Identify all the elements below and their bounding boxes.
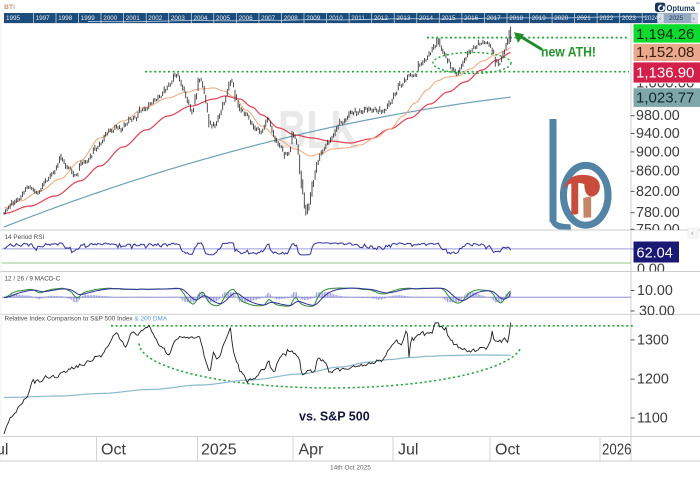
svg-text:2017: 2017 [487,15,502,22]
svg-text:10.00: 10.00 [637,283,673,299]
svg-text:‹: ‹ [659,17,661,23]
svg-text:Optuma: Optuma [667,3,696,13]
svg-text:2025: 2025 [201,441,237,458]
svg-text:1,136.90: 1,136.90 [636,65,694,82]
svg-text:780.00: 780.00 [636,205,680,221]
svg-text:Jul: Jul [398,441,418,458]
svg-text:2001: 2001 [126,15,141,22]
svg-text:™: ™ [696,2,700,6]
svg-text:vs. S&P 500: vs. S&P 500 [299,410,370,424]
svg-text:1200: 1200 [637,372,669,388]
svg-text:BTI: BTI [4,4,15,11]
svg-text:1,152.08: 1,152.08 [636,44,694,61]
svg-text:Oct: Oct [495,441,520,458]
svg-text:14th Oct 2025: 14th Oct 2025 [330,465,371,472]
svg-text:2007: 2007 [261,15,276,22]
svg-text:1997: 1997 [36,15,51,22]
svg-text:‹: ‹ [691,229,694,238]
svg-text:2010: 2010 [329,15,344,22]
svg-text:2024: 2024 [644,15,659,22]
svg-text:1,194.26: 1,194.26 [636,26,694,43]
svg-text:1,023.77: 1,023.77 [636,90,694,107]
svg-text:1300: 1300 [637,332,669,348]
svg-text:2026: 2026 [602,441,632,458]
svg-text:Apr: Apr [299,441,325,458]
svg-text:Oct: Oct [101,441,126,458]
svg-text:860.00: 860.00 [636,164,680,180]
svg-text:2022: 2022 [599,15,614,22]
svg-text:2000: 2000 [103,15,118,22]
svg-text:Relative Index Comparison to S: Relative Index Comparison to S&P 500 Ind… [5,316,168,323]
svg-text:2011: 2011 [351,15,365,22]
svg-text:2018: 2018 [509,15,524,22]
svg-text:2019: 2019 [532,15,547,22]
svg-text:1100: 1100 [637,411,668,427]
svg-text:Jul: Jul [0,441,8,458]
svg-text:›: › [693,17,695,23]
svg-text:980.00: 980.00 [636,108,680,124]
svg-text:2021: 2021 [577,15,592,22]
svg-text:2004: 2004 [194,15,209,22]
svg-text:2025: 2025 [669,15,684,22]
svg-text:1998: 1998 [58,15,73,22]
svg-text:2008: 2008 [284,15,299,22]
svg-text:820.00: 820.00 [636,184,680,200]
svg-text:14 Period RSI: 14 Period RSI [5,234,45,241]
svg-text:12 / 26 / 9 MACD-C: 12 / 26 / 9 MACD-C [5,276,61,283]
svg-text:62.04: 62.04 [637,246,673,262]
svg-text:2009: 2009 [306,15,321,22]
svg-text:2023: 2023 [622,15,637,22]
svg-text:1995: 1995 [6,15,21,22]
svg-text:2020: 2020 [554,15,569,22]
svg-text:900.00: 900.00 [636,144,680,160]
svg-text:940.00: 940.00 [636,126,680,142]
svg-text:new ATH!: new ATH! [541,45,596,60]
